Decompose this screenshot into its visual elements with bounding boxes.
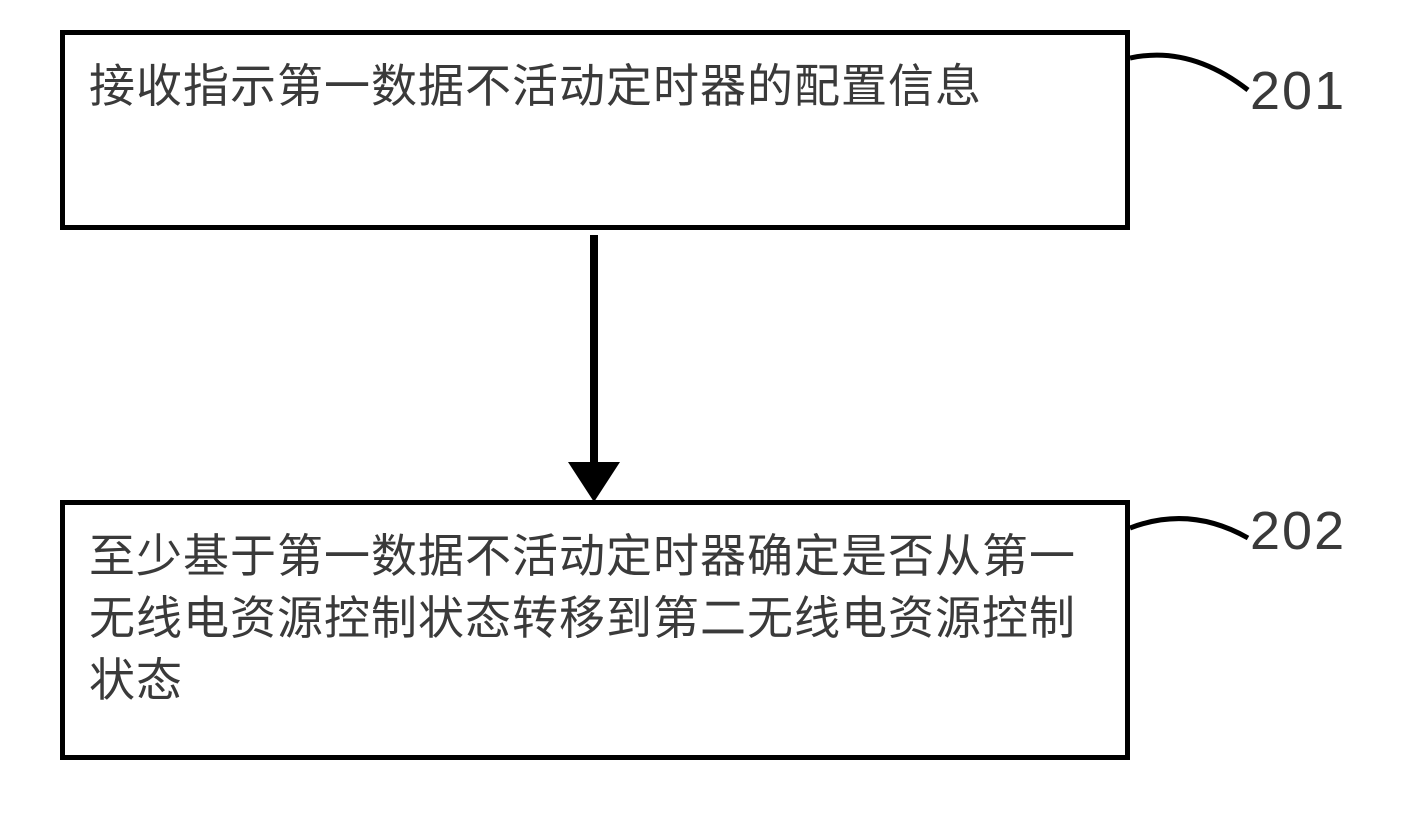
flow-arrow-shaft xyxy=(590,235,598,470)
leader-line-202 xyxy=(1130,500,1260,560)
flowchart-step-201: 接收指示第一数据不活动定时器的配置信息 xyxy=(60,30,1130,230)
flowchart-container: 接收指示第一数据不活动定时器的配置信息 201 至少基于第一数据不活动定时器确定… xyxy=(0,0,1410,817)
flow-arrow-head xyxy=(568,462,620,502)
step-202-label: 202 xyxy=(1250,500,1346,562)
step-201-label: 201 xyxy=(1250,60,1346,122)
leader-line-201 xyxy=(1130,40,1260,110)
step-202-text: 至少基于第一数据不活动定时器确定是否从第一无线电资源控制状态转移到第二无线电资源… xyxy=(89,525,1101,711)
flowchart-step-202: 至少基于第一数据不活动定时器确定是否从第一无线电资源控制状态转移到第二无线电资源… xyxy=(60,500,1130,760)
step-201-text: 接收指示第一数据不活动定时器的配置信息 xyxy=(89,55,982,117)
